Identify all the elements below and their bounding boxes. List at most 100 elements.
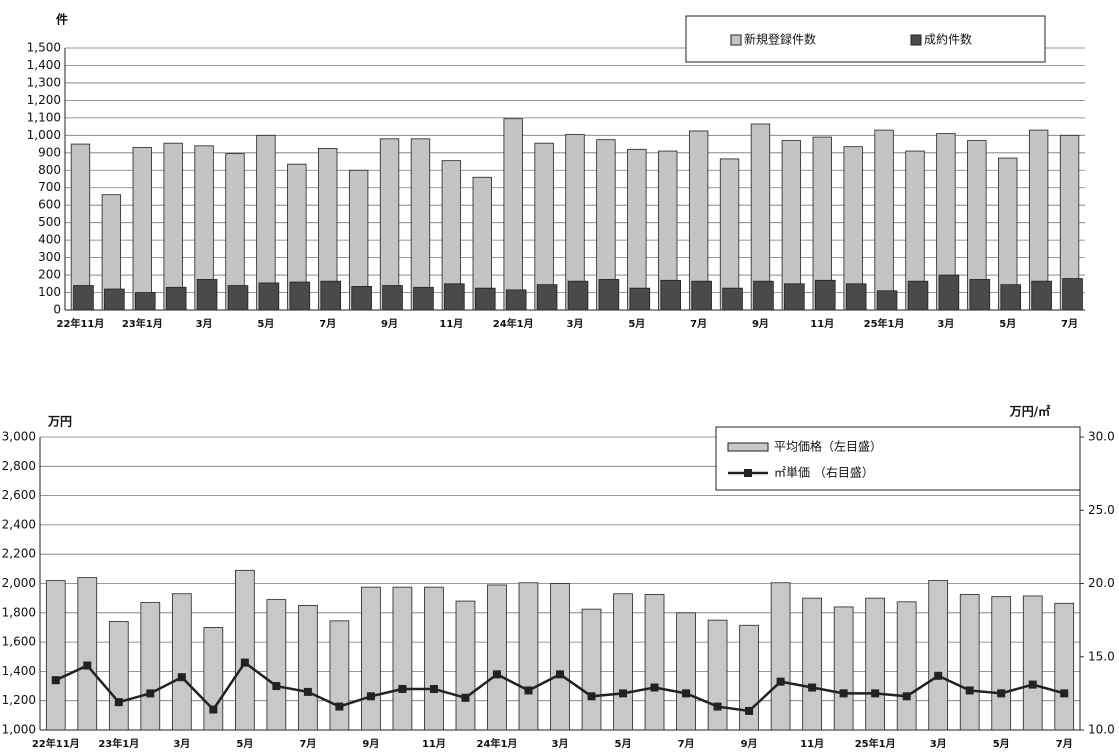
bar <box>171 593 192 731</box>
bar <box>739 624 759 731</box>
y-tick-label: 600 <box>38 198 61 212</box>
bar <box>410 138 431 311</box>
bar <box>424 586 444 731</box>
x-tick-label: 25年1月 <box>855 737 896 750</box>
bar <box>1022 595 1043 731</box>
marker <box>303 687 312 696</box>
bar <box>613 593 633 731</box>
y-tick-label: 2,800 <box>2 459 36 473</box>
bar <box>518 582 539 731</box>
bar <box>991 596 1012 731</box>
bar <box>814 279 836 311</box>
x-tick-label: 5月 <box>257 318 274 330</box>
marker <box>745 706 754 715</box>
bar <box>896 601 917 731</box>
x-tick-label: 3月 <box>196 318 213 330</box>
bar <box>196 279 218 311</box>
marker <box>934 671 943 680</box>
bar <box>329 620 350 731</box>
x-tick-label: 5月 <box>993 738 1010 750</box>
bar <box>487 584 507 731</box>
marker <box>51 676 60 685</box>
bar <box>644 594 665 731</box>
legend-swatch <box>727 442 769 452</box>
bar <box>108 621 129 731</box>
marker <box>682 689 691 698</box>
x-tick-label: 5月 <box>615 738 632 750</box>
bar <box>567 280 589 311</box>
y2-unit: 万円/㎡ <box>1009 404 1050 419</box>
bar <box>833 606 854 731</box>
bar <box>1062 278 1083 311</box>
marker <box>808 683 817 692</box>
marker <box>1060 689 1069 698</box>
x-tick-label: 7月 <box>678 738 695 750</box>
bar <box>676 612 696 731</box>
y-tick-label: 1,400 <box>2 664 36 678</box>
bar <box>444 283 465 311</box>
marker <box>871 689 880 698</box>
bar <box>320 280 342 311</box>
bar <box>722 287 743 311</box>
bar <box>298 605 318 731</box>
marker <box>556 670 564 679</box>
bar <box>289 281 311 311</box>
marker <box>177 673 186 682</box>
y-tick-label: 300 <box>38 250 61 264</box>
marker <box>209 705 218 714</box>
y-tick-label: 1,200 <box>2 693 36 707</box>
y-tick-label: 1,200 <box>27 93 61 107</box>
x-tick-label: 22年11月 <box>32 737 80 750</box>
y-tick-label: 500 <box>38 215 61 229</box>
x-tick-label: 11月 <box>422 738 446 750</box>
y-tick-label: 2,600 <box>2 488 36 502</box>
y-tick-label: 0 <box>53 303 61 317</box>
marker <box>965 686 974 695</box>
x-tick-label: 24年1月 <box>493 317 534 330</box>
marker <box>429 684 438 693</box>
bar <box>351 286 372 311</box>
bar <box>1000 284 1022 311</box>
x-tick-label: 3月 <box>937 318 954 330</box>
bar <box>505 289 527 311</box>
y-tick-label: 2,000 <box>2 576 36 590</box>
bar <box>865 597 886 731</box>
bar <box>598 279 620 311</box>
legend-box <box>685 15 1046 63</box>
marker <box>492 670 501 679</box>
bar <box>938 274 960 311</box>
bar <box>45 580 66 731</box>
bar <box>203 627 224 731</box>
marker <box>272 682 281 691</box>
y-tick-label: 1,000 <box>2 723 36 737</box>
y-tick-label: 1,000 <box>27 128 61 142</box>
marker <box>335 702 344 711</box>
legend-label: 成約件数 <box>924 32 972 47</box>
bar <box>165 286 187 311</box>
bar <box>928 580 949 731</box>
x-tick-label: 5月 <box>236 738 253 750</box>
y-tick-label: 1,800 <box>2 605 36 619</box>
bar <box>1031 280 1052 311</box>
bar <box>455 600 476 731</box>
marker <box>366 692 375 701</box>
x-tick-label: 7月 <box>299 738 316 750</box>
bar <box>784 283 805 311</box>
bar <box>719 158 740 311</box>
bar <box>474 287 496 311</box>
x-tick-label: 23年1月 <box>98 737 139 750</box>
y-tick-label: 1,500 <box>27 41 61 55</box>
y2-tick-label: 15.0 <box>1088 649 1115 663</box>
marker <box>240 658 249 667</box>
marker <box>713 702 722 711</box>
x-tick-label: 3月 <box>930 738 947 750</box>
x-tick-label: 5月 <box>628 318 645 330</box>
x-tick-label: 25年1月 <box>864 317 905 330</box>
y-tick-label: 1,100 <box>27 110 61 124</box>
legend-label: 平均価格（左目盛） <box>774 439 882 454</box>
legend-label: ㎡単価 （右目盛） <box>774 465 874 480</box>
x-tick-label: 11月 <box>810 318 834 330</box>
x-tick-label: 9月 <box>362 738 379 750</box>
